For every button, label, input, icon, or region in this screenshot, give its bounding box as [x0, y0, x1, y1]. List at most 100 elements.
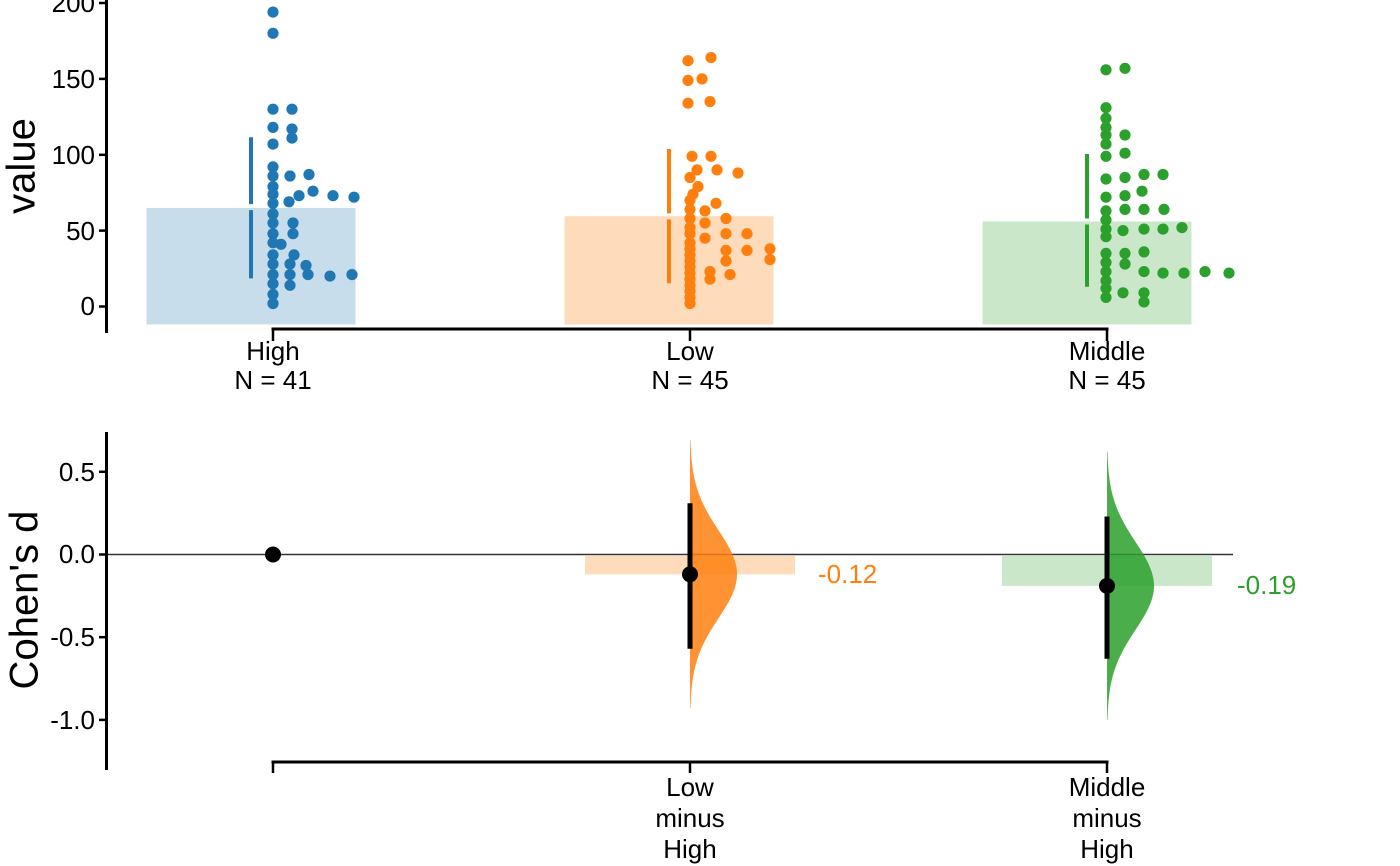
data-point	[691, 164, 703, 176]
group-n-middle: N = 45	[1068, 365, 1146, 395]
effect-size-panel	[105, 440, 1233, 720]
swarm-group-low	[564, 52, 776, 325]
effect-dot-1	[682, 566, 698, 583]
data-point	[720, 212, 732, 225]
cmp1-line3: High	[663, 834, 717, 864]
data-point	[267, 258, 279, 270]
data-point	[284, 279, 296, 291]
data-point	[720, 255, 732, 267]
data-point	[1158, 203, 1170, 215]
data-point	[696, 73, 708, 85]
data-point	[324, 270, 336, 282]
data-point	[1119, 258, 1131, 270]
bottom-axes	[99, 432, 1109, 773]
data-point	[267, 197, 279, 209]
data-point	[1117, 225, 1129, 237]
data-point	[699, 217, 711, 229]
group-name-middle: Middle	[1068, 336, 1146, 366]
data-point	[267, 249, 279, 261]
data-point	[720, 228, 732, 240]
data-point	[267, 288, 279, 300]
data-point	[267, 6, 279, 18]
cohensd-tick-00: 0.0	[58, 539, 95, 569]
data-point	[286, 132, 298, 144]
data-point	[1119, 203, 1131, 215]
data-point	[267, 103, 279, 115]
data-point	[1138, 168, 1150, 181]
data-point	[303, 168, 315, 181]
data-point	[1100, 282, 1112, 294]
swarm-group-middle	[982, 62, 1235, 325]
group-n-low: N = 45	[651, 365, 729, 395]
data-point	[684, 297, 696, 310]
data-point	[267, 138, 279, 150]
data-point	[1223, 267, 1235, 279]
cmp2-line3: High	[1080, 834, 1134, 864]
data-point	[267, 269, 279, 281]
data-point	[1100, 191, 1112, 203]
data-point	[1199, 266, 1211, 278]
data-point	[682, 97, 694, 109]
data-point	[267, 228, 279, 240]
data-point	[1157, 168, 1169, 181]
data-point	[287, 217, 299, 229]
data-point	[1100, 231, 1112, 243]
data-point	[267, 208, 279, 220]
data-point	[327, 190, 339, 202]
data-point	[1176, 222, 1188, 234]
data-point	[1100, 173, 1112, 185]
top-axes	[99, 0, 1109, 341]
value-tick-200: 200	[51, 0, 95, 18]
data-point	[1100, 102, 1112, 114]
data-point	[1157, 223, 1169, 235]
data-point	[267, 217, 279, 229]
data-point	[267, 278, 279, 290]
data-point	[699, 232, 711, 244]
data-point	[267, 188, 279, 200]
value-tick-100: 100	[51, 140, 95, 170]
data-point	[267, 297, 279, 310]
swarm-group-high	[146, 6, 360, 325]
data-point	[1100, 129, 1112, 141]
data-point	[1138, 296, 1150, 308]
data-point	[283, 196, 295, 208]
xlabel-low-minus-high: Low minus High	[580, 772, 800, 865]
data-point	[1100, 112, 1112, 124]
data-point	[1119, 129, 1131, 141]
effect-dot-2	[1099, 577, 1115, 594]
group-name-high: High	[246, 336, 300, 366]
data-point	[684, 212, 696, 225]
group-n-high: N = 41	[234, 365, 312, 395]
cmp1-line2: minus	[655, 803, 725, 833]
cohensd-tick-05: 0.5	[58, 457, 95, 487]
data-point	[732, 167, 744, 179]
data-point	[302, 269, 314, 281]
data-point	[1119, 190, 1131, 202]
xlabel-middle-minus-high: Middle minus High	[997, 772, 1217, 865]
data-point	[267, 27, 279, 39]
cohensd-tick-m05: -0.5	[50, 622, 95, 652]
data-point	[720, 244, 732, 256]
data-point	[1138, 203, 1150, 215]
data-point	[1178, 267, 1190, 279]
data-point	[724, 269, 736, 281]
data-point	[705, 52, 717, 64]
bootstrap-violin-2	[1107, 451, 1154, 720]
data-point	[682, 55, 694, 67]
data-point	[284, 269, 296, 281]
data-point	[684, 171, 696, 184]
data-point	[288, 249, 300, 261]
data-point	[1119, 247, 1131, 259]
reference-dot	[265, 546, 281, 563]
data-point	[682, 74, 694, 86]
data-point	[699, 205, 711, 217]
data-point	[286, 103, 298, 115]
data-point	[1100, 214, 1112, 226]
group-label-middle: Middle N = 45	[997, 337, 1217, 395]
data-point	[1100, 266, 1112, 278]
data-point	[1100, 205, 1112, 217]
data-point	[1100, 150, 1112, 162]
data-point	[684, 203, 696, 215]
data-point	[684, 194, 696, 206]
